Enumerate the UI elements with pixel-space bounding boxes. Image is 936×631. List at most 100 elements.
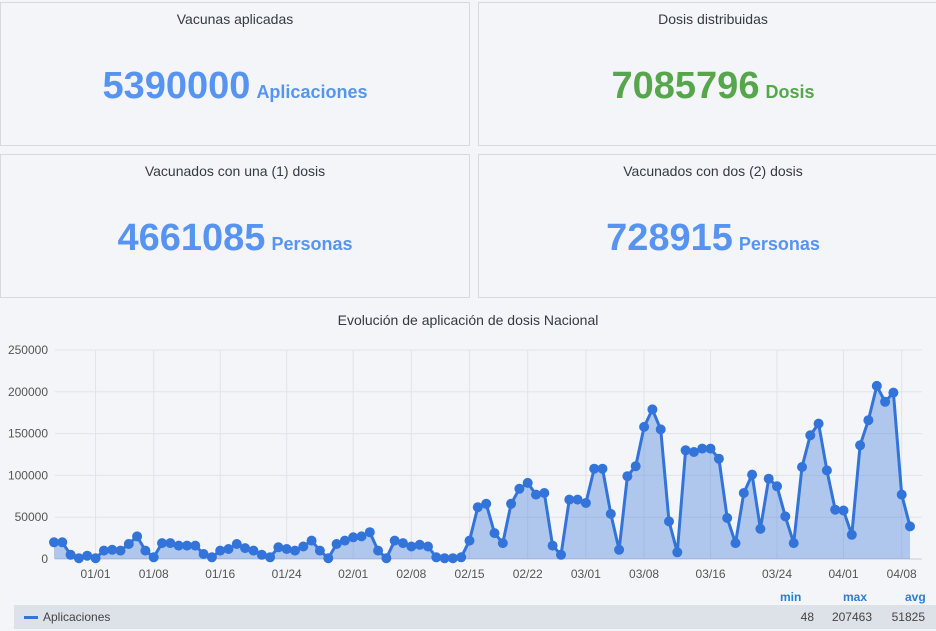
stat-value-group: 5390000 Aplicaciones: [1, 65, 469, 108]
data-point: [140, 545, 151, 556]
data-point: [439, 553, 450, 564]
stat-value: 728915: [606, 217, 733, 259]
data-point: [339, 535, 350, 546]
data-point: [797, 462, 807, 472]
y-tick-label: 100000: [8, 468, 48, 482]
data-point: [182, 540, 192, 551]
x-tick-label: 04/08: [887, 567, 917, 581]
data-point: [639, 421, 650, 432]
data-point: [190, 540, 201, 551]
data-point: [223, 544, 234, 554]
y-tick-label: 250000: [8, 343, 48, 357]
legend-header-avg: avg: [905, 590, 926, 604]
data-point: [65, 549, 76, 560]
data-point: [331, 539, 342, 549]
x-tick-label: 02/01: [338, 567, 368, 581]
data-point: [165, 538, 176, 549]
data-point: [298, 541, 309, 552]
data-point: [414, 539, 425, 550]
data-point: [314, 545, 325, 556]
panel-vacunados-una-dosis: Vacunados con una (1) dosis 4661085 Perso…: [0, 154, 470, 298]
chart-title: Evolución de aplicación de dosis Naciona…: [337, 312, 599, 328]
y-tick-label: 150000: [8, 427, 48, 441]
x-tick-label: 01/01: [81, 567, 111, 581]
data-point: [423, 541, 433, 552]
data-point: [281, 544, 292, 554]
data-point: [863, 415, 874, 426]
legend-value-max: 207463: [831, 610, 872, 624]
data-point: [871, 380, 882, 391]
data-point: [589, 463, 600, 474]
stat-value: 5390000: [102, 65, 251, 107]
data-point: [356, 531, 367, 542]
data-point: [489, 528, 500, 539]
data-point: [688, 447, 699, 457]
data-point: [389, 535, 400, 546]
data-point: [697, 443, 708, 454]
x-tick-label: 03/01: [571, 567, 601, 581]
x-tick-label: 03/24: [762, 567, 792, 581]
data-point: [730, 538, 741, 549]
data-point: [738, 488, 749, 498]
x-tick-label: 03/08: [629, 567, 659, 581]
data-point: [788, 538, 799, 549]
legend-series-row[interactable]: Aplicaciones 48 207463 51825: [14, 605, 936, 629]
x-tick-label: 02/15: [455, 567, 485, 581]
data-point: [763, 473, 774, 484]
data-point: [605, 508, 616, 519]
data-point: [722, 513, 733, 523]
data-point: [680, 445, 691, 456]
legend-value-avg: 51825: [891, 610, 925, 624]
data-point: [497, 538, 508, 549]
data-point: [148, 552, 159, 563]
y-tick-label: 0: [41, 552, 48, 566]
data-point: [713, 453, 724, 464]
x-tick-label: 01/24: [272, 567, 302, 581]
legend-value-min: 48: [800, 610, 814, 624]
data-point: [306, 535, 317, 546]
data-point: [772, 481, 782, 492]
data-point: [82, 550, 93, 561]
data-point: [888, 387, 899, 398]
data-point: [630, 461, 641, 472]
data-point: [431, 552, 442, 563]
y-tick-label: 50000: [15, 510, 49, 524]
data-point: [547, 540, 558, 551]
panel-dosis-distribuidas: Dosis distribuidas 7085796 Dosis: [478, 2, 936, 146]
data-point: [240, 543, 251, 554]
data-point: [256, 549, 267, 560]
data-point: [846, 529, 857, 540]
data-point: [472, 502, 483, 513]
data-point: [215, 545, 226, 556]
data-point: [855, 440, 866, 451]
data-point: [672, 547, 683, 558]
data-point: [647, 404, 658, 415]
data-point: [398, 538, 408, 549]
data-point: [664, 516, 674, 527]
data-point: [614, 544, 625, 555]
data-point: [206, 552, 217, 563]
data-point: [464, 535, 475, 546]
stat-unit: Aplicaciones: [256, 82, 368, 102]
x-tick-label: 02/22: [513, 567, 543, 581]
data-point: [506, 498, 517, 509]
stat-unit: Dosis: [765, 82, 815, 102]
data-point: [90, 553, 101, 564]
data-point: [821, 465, 832, 476]
data-point: [381, 553, 392, 564]
panel-vacunas-aplicadas: Vacunas aplicadas 5390000 Aplicaciones: [0, 2, 470, 146]
stat-value: 4661085: [117, 217, 266, 259]
panel-vacunados-dos-dosis: Vacunados con dos (2) dosis 728915 Person…: [478, 154, 936, 298]
stat-unit: Personas: [271, 234, 353, 254]
data-point: [880, 396, 891, 407]
data-point: [481, 498, 492, 509]
data-point: [813, 418, 824, 429]
data-point: [456, 552, 467, 563]
data-point: [572, 494, 583, 505]
y-tick-label: 200000: [8, 385, 48, 399]
data-point: [705, 443, 716, 454]
x-tick-label: 03/16: [696, 567, 726, 581]
legend-series-name: Aplicaciones: [43, 610, 111, 624]
x-tick-label: 01/08: [139, 567, 169, 581]
data-point: [57, 537, 68, 548]
